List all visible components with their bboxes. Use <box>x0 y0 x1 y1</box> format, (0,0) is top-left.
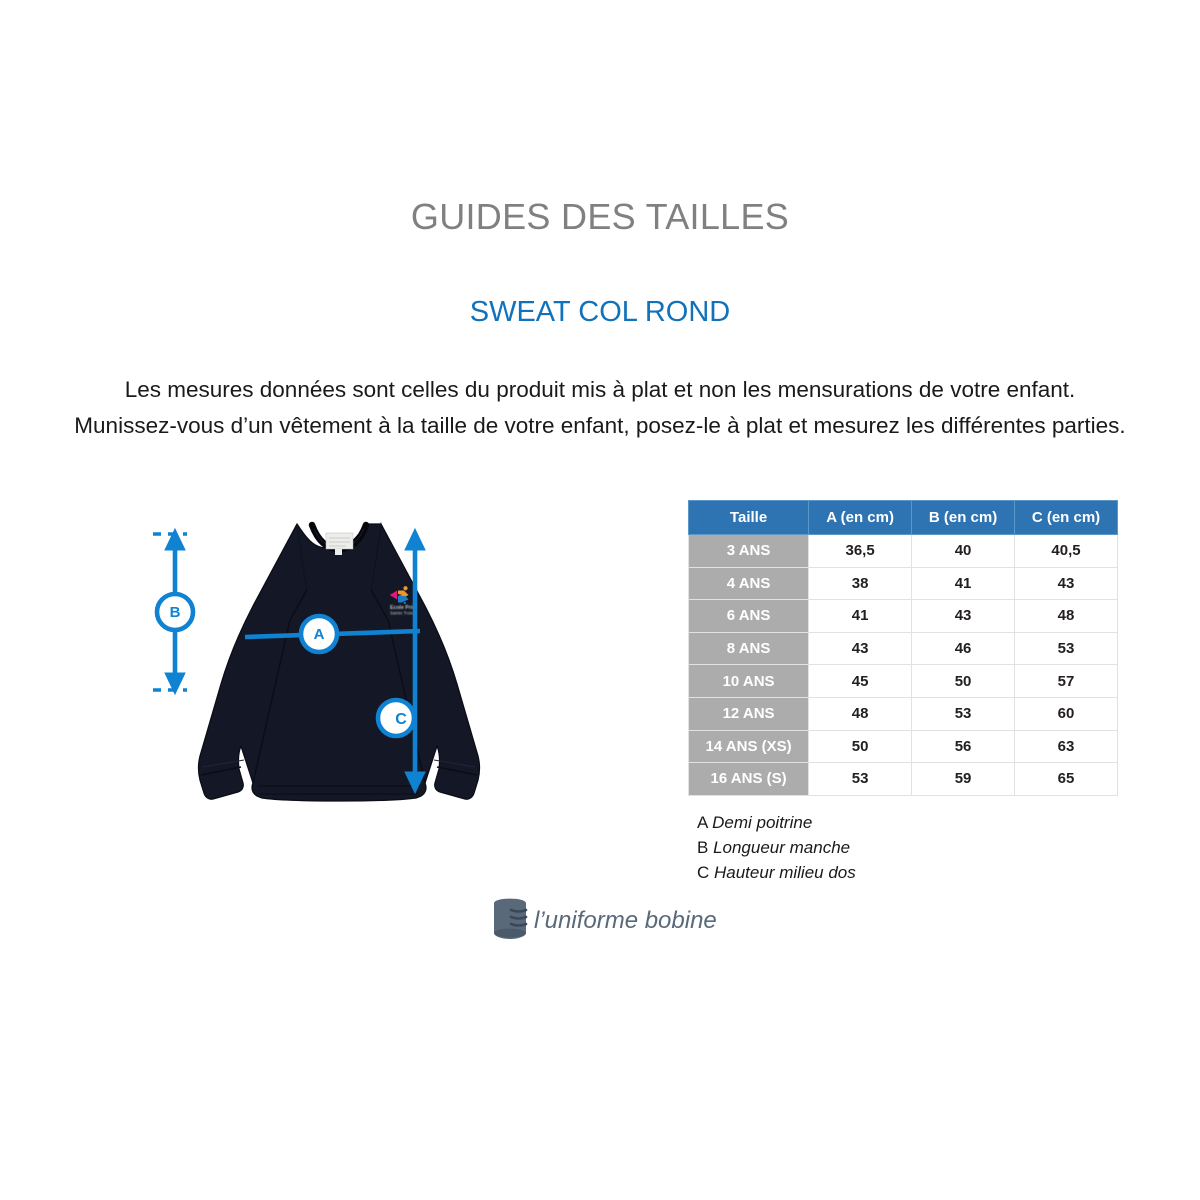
svg-text:l’uniforme bobine: l’uniforme bobine <box>534 907 717 934</box>
svg-text:A: A <box>314 626 325 643</box>
svg-text:Saints Trois: Saints Trois <box>390 611 414 616</box>
svg-text:B: B <box>170 604 181 621</box>
svg-text:C: C <box>395 711 407 728</box>
